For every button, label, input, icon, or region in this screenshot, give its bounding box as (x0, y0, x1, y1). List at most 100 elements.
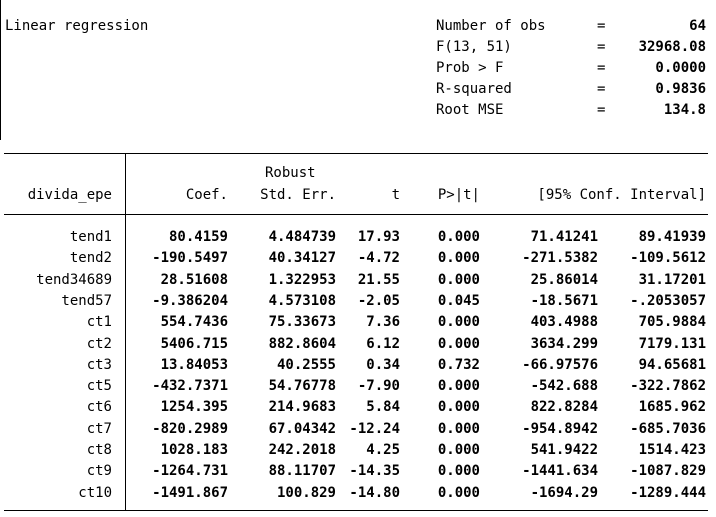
stat-value: 32968.08 (638, 39, 706, 55)
ci-lower-cell: 71.41241 (530, 229, 598, 245)
stderr-header: Std. Err. (260, 187, 336, 203)
ci-lower-cell: 3634.299 (530, 335, 598, 352)
p-cell: 0.732 (437, 356, 480, 373)
table-top-rule (4, 153, 708, 154)
p-cell: 0.000 (437, 314, 480, 331)
model-title: Linear regression (5, 18, 149, 34)
variable-name: ct6 (86, 399, 112, 416)
t-cell: 6.12 (366, 335, 400, 352)
p-cell: 0.000 (437, 399, 480, 416)
dependent-variable-label: divida_epe (27, 187, 112, 203)
t-cell: 4.25 (366, 442, 400, 458)
ci-lower-cell: 822.8284 (530, 399, 598, 416)
t-cell: -12.24 (349, 420, 400, 437)
stat-equals: = (597, 60, 606, 76)
stderr-cell: 882.8604 (268, 335, 336, 352)
stat-label: Prob > F (436, 60, 504, 76)
coef-cell: 1254.395 (160, 399, 228, 416)
stderr-cell: 67.04342 (268, 420, 336, 437)
ci-lower-cell: -271.5382 (522, 250, 598, 267)
ci-upper-cell: 1514.423 (638, 442, 706, 458)
stat-value: 64 (689, 18, 706, 34)
ci-upper-cell: -685.7036 (630, 420, 706, 437)
variable-name: ct8 (86, 442, 112, 458)
t-cell: -14.35 (349, 463, 400, 480)
stderr-cell: 40.34127 (268, 250, 336, 267)
t-cell: -7.90 (357, 378, 400, 395)
variable-name: ct7 (86, 420, 112, 437)
stat-label: R-squared (436, 81, 512, 97)
variable-name: ct1 (86, 314, 112, 331)
ci-lower-cell: -542.688 (530, 378, 598, 395)
t-cell: -4.72 (357, 250, 400, 267)
p-header: P>|t| (437, 187, 480, 203)
ci-upper-cell: -109.5612 (630, 250, 706, 267)
coef-cell: -1491.867 (152, 484, 228, 501)
p-cell: 0.000 (437, 271, 480, 288)
p-cell: 0.000 (437, 463, 480, 480)
table-bottom-rule (4, 510, 708, 511)
coef-cell: 80.4159 (168, 229, 228, 245)
coef-cell: 28.51608 (160, 271, 228, 288)
ci-upper-cell: 94.65681 (638, 356, 706, 373)
t-cell: -2.05 (357, 292, 400, 309)
stat-value: 0.9836 (655, 81, 706, 97)
variable-name: tend34689 (36, 271, 112, 288)
coef-cell: 13.84053 (160, 356, 228, 373)
t-cell: 5.84 (366, 399, 400, 416)
coef-cell: 1028.183 (160, 442, 228, 458)
variable-name: ct10 (78, 484, 112, 501)
coef-cell: 5406.715 (160, 335, 228, 352)
t-cell: 17.93 (357, 229, 400, 245)
ci-upper-cell: 1685.962 (638, 399, 706, 416)
coef-cell: -1264.731 (152, 463, 228, 480)
p-cell: 0.000 (437, 250, 480, 267)
ci-upper-cell: -.2053057 (630, 292, 706, 309)
robust-label: Robust (265, 165, 316, 181)
variable-name: tend1 (69, 229, 112, 245)
ci-lower-cell: -18.5671 (530, 292, 598, 309)
p-cell: 0.000 (437, 229, 480, 245)
ci-upper-cell: -1087.829 (630, 463, 706, 480)
ci-lower-cell: 541.9422 (530, 442, 598, 458)
coef-cell: -432.7371 (152, 378, 228, 395)
p-cell: 0.000 (437, 484, 480, 501)
ci-lower-cell: -954.8942 (522, 420, 598, 437)
variable-name: ct2 (86, 335, 112, 352)
variable-name: ct3 (86, 356, 112, 373)
left-border (0, 0, 1, 140)
variable-name: ct5 (86, 378, 112, 395)
p-cell: 0.000 (437, 378, 480, 395)
stat-value: 0.0000 (655, 60, 706, 76)
ci-lower-cell: -66.97576 (522, 356, 598, 373)
stat-value: 134.8 (663, 102, 706, 118)
stat-label: Number of obs (436, 18, 546, 34)
stderr-cell: 75.33673 (268, 314, 336, 331)
stderr-cell: 4.573108 (268, 292, 336, 309)
coef-cell: -9.386204 (152, 292, 228, 309)
ci-upper-cell: -322.7862 (630, 378, 706, 395)
stat-label: F(13, 51) (436, 39, 512, 55)
coef-header: Coef. (185, 187, 228, 203)
stat-label: Root MSE (436, 102, 504, 118)
coef-cell: 554.7436 (160, 314, 228, 331)
t-header: t (391, 187, 400, 203)
stderr-cell: 54.76778 (268, 378, 336, 395)
p-cell: 0.000 (437, 420, 480, 437)
coef-cell: -190.5497 (152, 250, 228, 267)
p-cell: 0.000 (437, 442, 480, 458)
ci-lower-cell: 25.86014 (530, 271, 598, 288)
ci-upper-cell: -1289.444 (630, 484, 706, 501)
table-column-divider (125, 153, 126, 510)
stat-equals: = (597, 39, 606, 55)
variable-name: tend57 (61, 292, 112, 309)
t-cell: 7.36 (366, 314, 400, 331)
stderr-cell: 242.2018 (268, 442, 336, 458)
stderr-cell: 1.322953 (268, 271, 336, 288)
p-cell: 0.000 (437, 335, 480, 352)
header-rule (4, 214, 708, 215)
stderr-cell: 214.9683 (268, 399, 336, 416)
ci-lower-cell: -1694.29 (530, 484, 598, 501)
stderr-cell: 88.11707 (268, 463, 336, 480)
stat-equals: = (597, 81, 606, 97)
